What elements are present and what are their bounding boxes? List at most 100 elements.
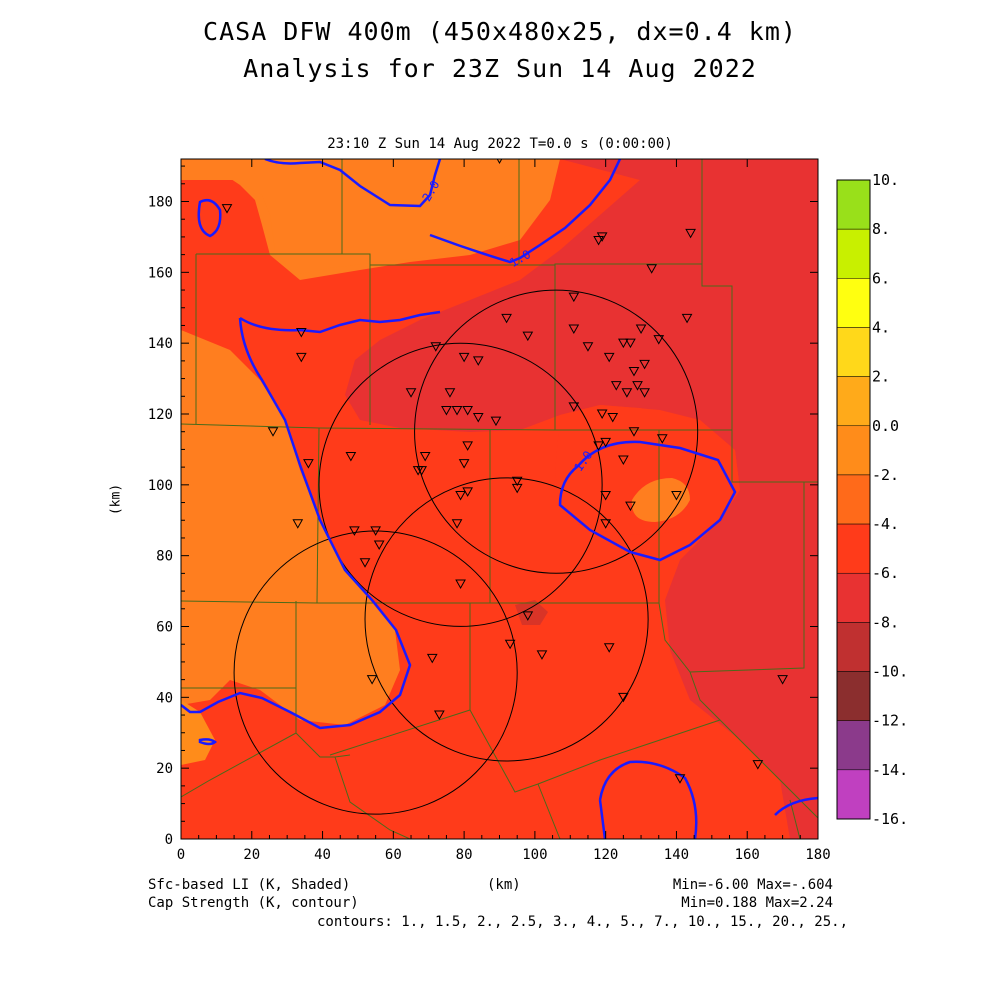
contour-1.0-west — [181, 310, 441, 730]
station-marker — [596, 409, 608, 420]
colorbar-frame — [836, 179, 871, 820]
county-boundaries — [181, 159, 818, 839]
station-marker — [472, 413, 484, 423]
x-tick-label: 80 — [456, 847, 473, 863]
station-marker — [462, 441, 474, 451]
station-marker — [625, 338, 636, 349]
station-marker — [451, 519, 463, 529]
colorbar-labels: 10. 8. 6. 4. 2. 0.0 -2. -4. -6. -8. -10. -12. -14. -1… — [872, 171, 908, 828]
y-tick-label: 40 — [156, 690, 173, 706]
station-marker — [462, 405, 474, 416]
y-tick-label: 100 — [148, 478, 173, 494]
station-marker — [603, 352, 615, 363]
station-marker — [522, 611, 534, 621]
cap-strength-contours — [181, 159, 818, 839]
station-marker — [221, 204, 233, 214]
station-marker — [472, 356, 484, 366]
station-marker — [600, 490, 612, 501]
x-tick-label: 140 — [664, 847, 689, 863]
station-marker — [370, 526, 381, 536]
station-marker — [632, 381, 643, 391]
station-marker — [621, 388, 633, 398]
station-marker — [359, 558, 371, 568]
colorbar — [836, 179, 871, 820]
station-marker — [618, 338, 629, 349]
colorbar-label: -12. — [872, 712, 908, 730]
contour-1.0-north — [429, 159, 622, 264]
colorbar-segment — [836, 523, 871, 574]
y-tick-label: 180 — [148, 195, 173, 211]
footer-contour-levels: contours: 1., 1.5, 2., 2.5, 3., 4., 5., … — [316, 914, 848, 930]
contour-south-corner — [598, 799, 607, 839]
station-marker — [593, 441, 604, 451]
radar-range-rings — [233, 289, 699, 815]
station-marker — [681, 313, 693, 324]
station-marker — [295, 352, 307, 363]
y-tick-label: 120 — [148, 407, 173, 423]
x-tick-label: 180 — [805, 847, 830, 863]
station-marker — [635, 324, 647, 335]
x-tick-label: 40 — [314, 847, 331, 863]
radar-ring-1 — [318, 342, 603, 627]
colorbar-segment — [836, 376, 871, 427]
x-tick-label: 100 — [522, 847, 547, 863]
station-marker — [295, 328, 307, 338]
shade-orange-east — [631, 478, 690, 522]
colorbar-segment — [836, 622, 871, 672]
colorbar-label: -2. — [872, 466, 899, 484]
station-marker — [628, 427, 640, 437]
contour-south-east — [774, 796, 818, 816]
y-tick-label: 20 — [156, 761, 173, 777]
colorbar-segment — [836, 720, 871, 771]
station-marker — [671, 490, 682, 501]
colorbar-label: 10. — [872, 171, 899, 189]
y-tick-label: 160 — [148, 265, 173, 281]
radar-ring-0 — [414, 289, 699, 574]
station-marker — [603, 643, 615, 653]
colorbar-label: 0.0 — [872, 417, 899, 435]
station-marker — [455, 579, 466, 590]
contour-small-sw — [198, 738, 218, 746]
station-marker — [618, 455, 629, 466]
colorbar-label: -14. — [872, 761, 908, 779]
chart-subtitle-analysis: Analysis for 23Z Sun 14 Aug 2022 — [243, 54, 757, 83]
valid-time: 23:10 Z Sun 14 Aug 2022 T=0.0 s (0:00:00… — [327, 136, 673, 152]
station-marker — [405, 388, 417, 398]
colorbar-segment — [836, 474, 871, 525]
station-marker — [522, 331, 534, 342]
station-marker — [777, 675, 788, 685]
colorbar-segment — [836, 228, 871, 279]
x-tick-labels: 0 20 40 60 80 100 120 140 160 180 — [177, 847, 831, 863]
contour-small-nw — [197, 199, 222, 238]
colorbar-label: 6. — [872, 269, 890, 287]
y-tick-label: 80 — [156, 549, 173, 565]
colorbar-label: -10. — [872, 663, 908, 681]
station-marker — [501, 313, 512, 324]
station-marker — [511, 476, 523, 487]
station-marker — [292, 519, 304, 529]
station-marker — [366, 675, 378, 685]
li-shading — [181, 159, 818, 839]
colorbar-label: 4. — [872, 318, 890, 336]
colorbar-segment — [836, 671, 871, 721]
station-marker — [593, 235, 604, 246]
station-marker — [568, 402, 580, 412]
station-marker — [639, 388, 650, 398]
station-marker — [490, 416, 502, 427]
station-marker — [625, 501, 636, 512]
footer-shaded-minmax: Min=-6.00 Max=-.604 — [672, 877, 833, 893]
station-marker — [656, 434, 668, 444]
footer-contour-minmax: Min=0.188 Max=2.24 — [681, 895, 833, 911]
x-tick-label: 160 — [735, 847, 760, 863]
colorbar-label: -8. — [872, 613, 899, 631]
colorbar-segment — [836, 769, 871, 820]
colorbar-segment — [836, 327, 871, 377]
station-marker — [416, 466, 427, 476]
x-tick-label: 0 — [177, 847, 185, 863]
station-marker — [610, 381, 622, 391]
colorbar-segment — [836, 278, 871, 328]
station-marker — [568, 324, 580, 335]
y-tick-labels: 0 20 40 60 80 100 120 140 160 180 — [148, 195, 173, 849]
colorbar-label: 2. — [872, 368, 890, 386]
